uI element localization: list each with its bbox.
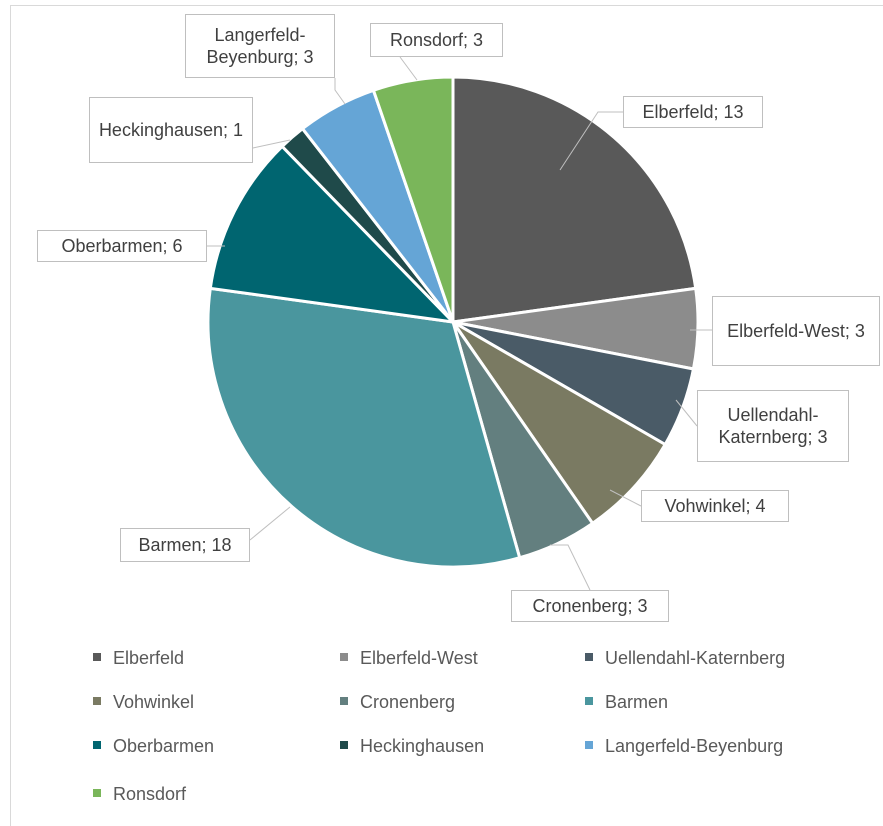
legend-item: Langerfeld-Beyenburg — [585, 736, 783, 757]
legend-item: Vohwinkel — [93, 692, 194, 713]
data-label: Langerfeld-Beyenburg; 3 — [185, 14, 335, 78]
legend-swatch — [340, 653, 348, 662]
legend-label: Ronsdorf — [113, 784, 187, 804]
legend-item: Heckinghausen — [340, 736, 484, 757]
legend-item: Elberfeld-West — [340, 648, 478, 669]
pie-slice — [371, 75, 455, 323]
legend-item: Elberfeld — [93, 648, 184, 669]
legend-label: Langerfeld-Beyenburg — [605, 736, 784, 756]
data-label: Cronenberg; 3 — [511, 590, 669, 622]
legend-swatch — [340, 697, 348, 706]
legend-item: Uellendahl-Katernberg — [585, 648, 785, 669]
pie-slice — [208, 144, 458, 325]
data-label: Uellendahl-Katernberg; 3 — [697, 390, 849, 462]
legend-label: Cronenberg — [360, 692, 456, 712]
legend-swatch — [93, 697, 101, 706]
data-label: Heckinghausen; 1 — [89, 97, 253, 163]
legend-label: Uellendahl-Katernberg — [605, 648, 786, 668]
chart-border — [10, 5, 883, 826]
legend-swatch — [93, 789, 101, 798]
data-label: Oberbarmen; 6 — [37, 230, 207, 262]
legend-label: Barmen — [605, 692, 669, 712]
legend-swatch — [93, 741, 101, 750]
legend-item: Ronsdorf — [93, 784, 186, 805]
legend-label: Elberfeld — [113, 648, 185, 668]
leader-lines — [207, 56, 712, 591]
pie-slice — [451, 75, 698, 324]
legend-label: Heckinghausen — [360, 736, 485, 756]
legend-item: Cronenberg — [340, 692, 455, 713]
legend-item: Barmen — [585, 692, 668, 713]
pie-slice — [451, 320, 668, 526]
legend-swatch — [93, 653, 101, 662]
legend-label: Vohwinkel — [113, 692, 195, 712]
data-label: Barmen; 18 — [120, 528, 250, 562]
legend-label: Elberfeld-West — [360, 648, 478, 668]
legend-swatch — [585, 697, 593, 706]
data-label: Ronsdorf; 3 — [370, 23, 503, 57]
legend-swatch — [585, 741, 593, 750]
legend-item: Oberbarmen — [93, 736, 214, 757]
legend-swatch — [585, 653, 593, 662]
data-label: Elberfeld-West; 3 — [712, 296, 880, 366]
pie-slice — [206, 286, 522, 569]
data-label: Elberfeld; 13 — [623, 96, 763, 128]
legend-swatch — [340, 741, 348, 750]
legend-label: Oberbarmen — [113, 736, 215, 756]
data-label: Vohwinkel; 4 — [641, 490, 789, 522]
